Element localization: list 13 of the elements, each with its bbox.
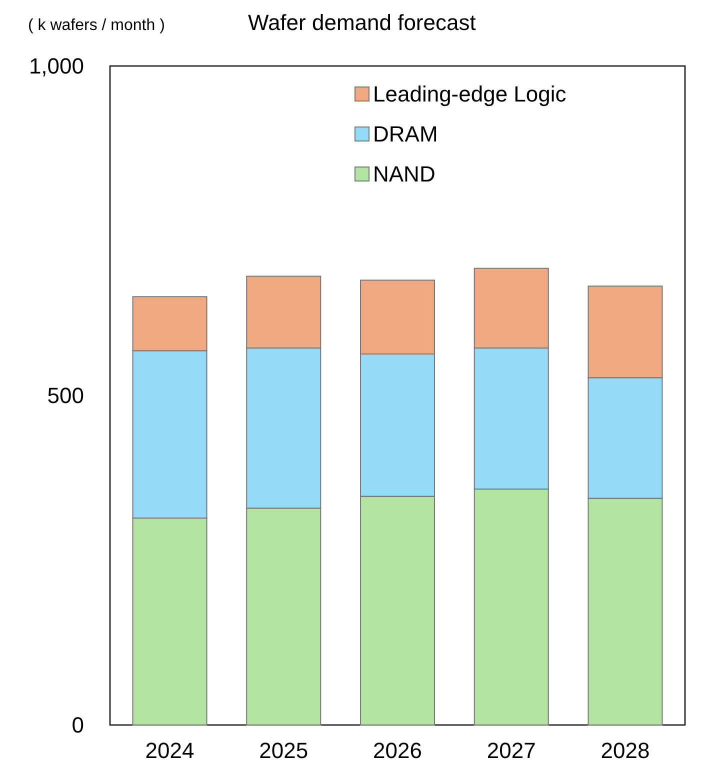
y-tick-label: 1,000 [28, 54, 84, 79]
x-tick-label: 2027 [486, 738, 536, 763]
legend-label: DRAM [373, 122, 438, 147]
y-axis-title: ( k wafers / month ) [28, 17, 165, 34]
x-tick-label: 2026 [373, 738, 422, 763]
chart-title: Wafer demand forecast [248, 10, 476, 35]
y-tick-label: 500 [47, 383, 84, 408]
x-tick-label: 2028 [600, 738, 650, 763]
y-tick-label: 0 [72, 712, 84, 738]
legend-label: Leading-edge Logic [373, 82, 566, 107]
x-tick-label: 2024 [145, 738, 194, 763]
legend-label: NAND [373, 162, 436, 187]
x-tick-label: 2025 [259, 738, 308, 763]
